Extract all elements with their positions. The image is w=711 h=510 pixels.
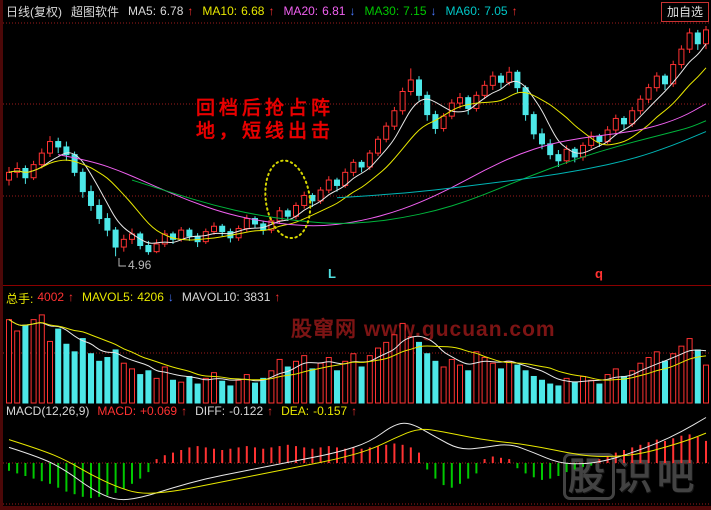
mavol5-readout: MAVOL5: 4206 ↓ (82, 290, 174, 307)
macd-title: MACD(12,26,9) (6, 404, 90, 418)
total-volume-label: 总手: (6, 292, 34, 306)
mavol10-arrow-icon: ↑ (274, 290, 281, 304)
period-label[interactable]: 日线(复权) (6, 4, 62, 19)
ma10-label: MA10: (202, 4, 238, 18)
mavol5-label: MAVOL5: (82, 290, 134, 304)
chart-header: 日线(复权) 超图软件 MA5: 6.78 ↑ MA10: 6.68 ↑ MA2… (6, 0, 518, 22)
marker-l: L (328, 266, 336, 281)
ma10-readout: MA10: 6.68 ↑ (202, 4, 274, 18)
ma10-trend-arrow-icon: ↑ (268, 4, 275, 18)
low-point-arrow (118, 258, 126, 267)
marker-q: q (595, 266, 603, 281)
diff-label: DIFF: (195, 404, 226, 418)
add-watchlist-button[interactable]: 加自选 (660, 2, 709, 22)
stock-name: 超图软件 (71, 4, 120, 19)
ma5-label: MA5: (128, 4, 157, 18)
ma30-label: MA30: (364, 4, 400, 18)
total-volume-readout: 总手: 4002 ↑ (6, 290, 74, 307)
ma30-trend-arrow-icon: ↓ (430, 4, 437, 18)
window-border-bottom (0, 506, 711, 510)
mavol5-value: 4206 (137, 290, 164, 304)
diff-arrow-icon: ↑ (267, 404, 274, 418)
low-price-label: 4.96 (128, 258, 152, 272)
macd-lines (8, 417, 707, 501)
gridlines (0, 22, 711, 505)
diff-value: -0.122 (229, 404, 264, 418)
window-border-left (0, 0, 3, 510)
ma10-value: 6.68 (241, 4, 265, 18)
total-volume-value: 4002 (37, 290, 65, 304)
ma20-label: MA20: (283, 4, 319, 18)
macd-histogram (8, 434, 707, 499)
dea-readout: DEA: -0.157 ↑ (281, 404, 357, 418)
ma30-readout: MA30: 7.15 ↓ (364, 4, 436, 18)
watermark-gucuan: 股窜网 www.gucuan.com (291, 318, 556, 341)
dea-value: -0.157 (313, 404, 348, 418)
dea-arrow-icon: ↑ (351, 404, 358, 418)
analyst-annotation: 回档后抢占阵 地，短线出击 (196, 97, 334, 143)
diff-readout: DIFF: -0.122 ↑ (195, 404, 273, 418)
mavol10-readout: MAVOL10: 3831 ↑ (182, 290, 281, 307)
highlight-ellipse (264, 159, 312, 240)
macd-arrow-icon: ↑ (181, 404, 188, 418)
ma60-value: 7.05 (484, 4, 508, 18)
ma5-readout: MA5: 6.78 ↑ (128, 4, 193, 18)
ma60-readout: MA60: 7.05 ↑ (446, 4, 518, 18)
ma60-trend-arrow-icon: ↑ (511, 4, 518, 18)
macd-readout: MACD: +0.069 ↑ (97, 404, 187, 418)
ma-lines (8, 43, 707, 244)
volume-bars (6, 314, 709, 404)
mavol10-label: MAVOL10: (181, 290, 240, 304)
ma30-value: 7.15 (403, 4, 427, 18)
volume-header: 总手: 4002 ↑ MAVOL5: 4206 ↓ MAVOL10: 3831 … (6, 290, 280, 307)
total-volume-arrow-icon: ↑ (68, 290, 75, 304)
ma5-value: 6.78 (160, 4, 184, 18)
macd-header: MACD(12,26,9) MACD: +0.069 ↑ DIFF: -0.12… (6, 404, 357, 418)
macd-value: +0.069 (140, 404, 178, 418)
ma60-label: MA60: (445, 4, 481, 18)
ma20-trend-arrow-icon: ↓ (349, 4, 356, 18)
mavol10-value: 3831 (243, 290, 271, 304)
annotation-line2: 地，短线出击 (196, 121, 335, 142)
ma20-readout: MA20: 6.81 ↓ (283, 4, 355, 18)
ma5-trend-arrow-icon: ↑ (187, 4, 194, 18)
candles (6, 26, 709, 257)
mavol5-arrow-icon: ↓ (167, 290, 174, 304)
dea-label: DEA: (281, 404, 310, 418)
macd-label: MACD: (97, 404, 137, 418)
ma20-value: 6.81 (322, 4, 346, 18)
annotation-line1: 回档后抢占阵 (196, 98, 335, 119)
mavol-lines (8, 319, 707, 383)
